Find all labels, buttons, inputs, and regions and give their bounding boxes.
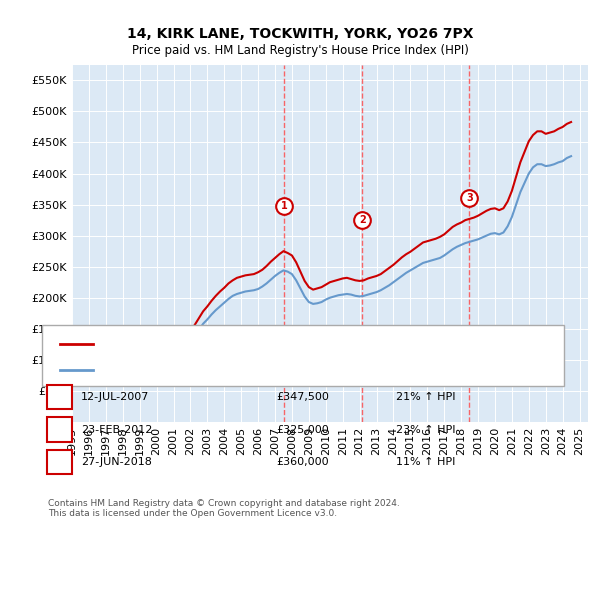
Text: Price paid vs. HM Land Registry's House Price Index (HPI): Price paid vs. HM Land Registry's House … [131, 44, 469, 57]
Text: 3: 3 [56, 457, 63, 467]
Text: 2: 2 [56, 425, 63, 434]
Text: 27-JUN-2018: 27-JUN-2018 [81, 457, 152, 467]
Text: 21% ↑ HPI: 21% ↑ HPI [396, 392, 455, 402]
Text: £325,000: £325,000 [276, 425, 329, 434]
Text: HPI: Average price, detached house, North Yorkshire: HPI: Average price, detached house, Nort… [99, 365, 372, 375]
Text: 1: 1 [56, 392, 63, 402]
Text: Contains HM Land Registry data © Crown copyright and database right 2024.
This d: Contains HM Land Registry data © Crown c… [48, 499, 400, 518]
Text: 12-JUL-2007: 12-JUL-2007 [81, 392, 149, 402]
Text: 11% ↑ HPI: 11% ↑ HPI [396, 457, 455, 467]
Text: 14, KIRK LANE, TOCKWITH, YORK, YO26 7PX: 14, KIRK LANE, TOCKWITH, YORK, YO26 7PX [127, 27, 473, 41]
Text: 23-FEB-2012: 23-FEB-2012 [81, 425, 152, 434]
Text: 14, KIRK LANE, TOCKWITH, YORK, YO26 7PX (detached house): 14, KIRK LANE, TOCKWITH, YORK, YO26 7PX … [99, 339, 421, 349]
Text: £360,000: £360,000 [276, 457, 329, 467]
Text: £347,500: £347,500 [276, 392, 329, 402]
Text: 23% ↑ HPI: 23% ↑ HPI [396, 425, 455, 434]
Text: 1: 1 [281, 201, 287, 211]
Text: 2: 2 [359, 215, 365, 225]
Text: 3: 3 [466, 194, 473, 204]
